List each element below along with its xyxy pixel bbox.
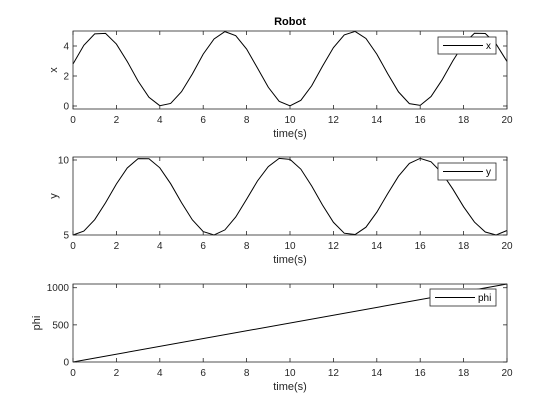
x-tick-label: 14 — [371, 241, 383, 252]
legend: x — [437, 36, 497, 55]
x-tick-label: 4 — [157, 241, 163, 252]
y-axis-label: phi — [31, 316, 43, 331]
x-tick-label: 18 — [458, 115, 470, 126]
y-axis-label: x — [48, 67, 60, 73]
x-tick-label: 8 — [244, 241, 250, 252]
x-tick-label: 14 — [371, 115, 383, 126]
x-tick-label: 16 — [415, 368, 427, 379]
legend-label: y — [486, 167, 491, 178]
x-tick-label: 20 — [501, 368, 513, 379]
x-tick-label: 10 — [284, 241, 296, 252]
legend-label: phi — [478, 293, 491, 304]
x-tick-label: 8 — [244, 115, 250, 126]
y-tick-label: 10 — [58, 156, 70, 167]
x-tick-label: 10 — [284, 115, 296, 126]
x-tick-label: 6 — [200, 115, 206, 126]
x-tick-label: 10 — [284, 368, 296, 379]
subplot-3: 0 2 4 6 8 10 12 14 16 18 20 0 500 1000 time(s) phi phi — [31, 283, 513, 393]
y-tick-label: 500 — [52, 320, 69, 331]
x-tick-label: 16 — [415, 115, 427, 126]
x-tick-label: 18 — [458, 241, 470, 252]
x-tick-label: 20 — [501, 115, 513, 126]
chart-title: Robot — [274, 16, 306, 28]
y-tick-label: 0 — [63, 102, 69, 113]
y-tick-label: 4 — [63, 42, 69, 53]
subplot-2: 0 2 4 6 8 10 12 14 16 18 20 5 10 time(s) y y — [48, 156, 513, 267]
x-tick-label: 2 — [114, 115, 120, 126]
x-tick-label: 20 — [501, 241, 513, 252]
x-tick-label: 14 — [371, 368, 383, 379]
legend-label: x — [486, 41, 491, 52]
x-tick-label: 4 — [157, 368, 163, 379]
subplot-1: 0 2 4 6 8 10 12 14 16 18 20 0 2 4 time(s) x Robot x — [48, 16, 513, 140]
x-tick-label: 18 — [458, 368, 470, 379]
y-axis-label: y — [48, 193, 60, 199]
x-tick-label: 0 — [70, 368, 76, 379]
y-tick-label: 1000 — [47, 283, 70, 294]
x-tick-label: 12 — [328, 241, 340, 252]
x-tick-label: 4 — [157, 115, 163, 126]
x-axis-label: time(s) — [273, 254, 307, 266]
x-tick-label: 6 — [200, 368, 206, 379]
x-tick-label: 2 — [114, 368, 120, 379]
x-axis-label: time(s) — [273, 128, 307, 140]
x-tick-label: 0 — [70, 241, 76, 252]
plot-area — [73, 31, 507, 109]
plot-area — [73, 157, 507, 235]
y-tick-label: 0 — [63, 358, 69, 369]
x-tick-label: 12 — [328, 368, 340, 379]
x-tick-label: 8 — [244, 368, 250, 379]
y-tick-label: 5 — [63, 231, 69, 242]
x-tick-label: 12 — [328, 115, 340, 126]
x-tick-label: 16 — [415, 241, 427, 252]
legend: y — [437, 162, 497, 181]
y-tick-label: 2 — [63, 72, 69, 83]
x-axis-label: time(s) — [273, 381, 307, 393]
x-tick-label: 2 — [114, 241, 120, 252]
x-tick-label: 0 — [70, 115, 76, 126]
x-tick-label: 6 — [200, 241, 206, 252]
legend: phi — [429, 288, 497, 307]
